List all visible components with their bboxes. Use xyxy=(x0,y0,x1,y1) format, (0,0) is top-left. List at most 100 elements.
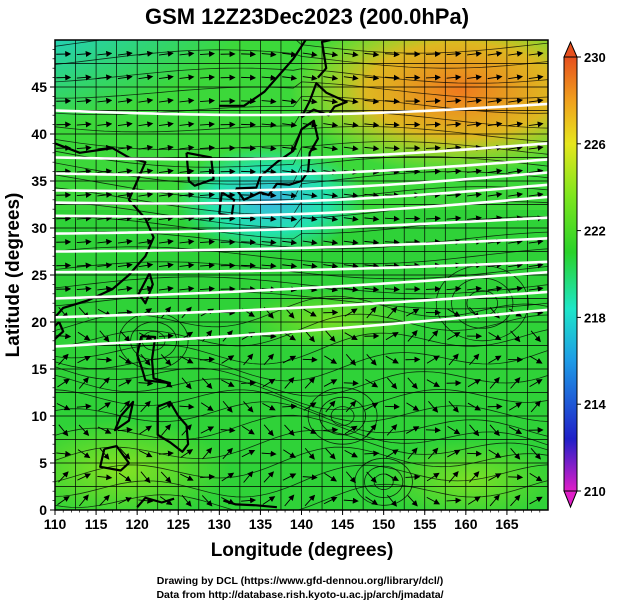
wind-arrow xyxy=(158,121,174,128)
x-tick-label: 145 xyxy=(331,516,355,532)
chart-title: GSM 12Z23Dec2023 (200.0hPa) xyxy=(145,4,469,29)
y-axis-label: Latitude (degrees) xyxy=(3,193,24,358)
wind-arrow xyxy=(282,215,298,222)
streamline xyxy=(55,110,548,133)
wind-arrow xyxy=(528,168,544,175)
wind-arrow xyxy=(179,74,195,81)
wind-arrow xyxy=(343,286,359,293)
wind-arrow xyxy=(508,426,523,434)
wind-arrow xyxy=(343,262,359,269)
wind-arrow xyxy=(263,471,275,483)
wind-arrow xyxy=(202,447,213,460)
wind-arrow xyxy=(345,471,356,484)
wind-arrow xyxy=(179,403,195,410)
wind-arrow xyxy=(302,145,318,152)
wind-arrow xyxy=(446,144,462,151)
wind-arrow xyxy=(221,355,235,364)
coastline xyxy=(136,335,172,385)
wind-arrow xyxy=(324,472,337,482)
wind-arrow xyxy=(261,145,277,152)
wind-arrow xyxy=(158,144,174,151)
wind-arrow xyxy=(160,471,172,483)
wind-arrow xyxy=(386,424,398,436)
wind-arrow xyxy=(384,98,400,105)
wind-arrow xyxy=(467,450,483,457)
wind-arrow xyxy=(117,191,133,198)
wind-arrow xyxy=(529,496,543,505)
wind-arrow xyxy=(199,144,215,151)
wind-arrow xyxy=(221,379,235,387)
wind-arrow xyxy=(528,262,544,269)
wind-arrow xyxy=(97,238,113,245)
wind-arrow xyxy=(243,401,254,413)
wind-arrow xyxy=(446,50,462,57)
wind-arrow xyxy=(282,121,298,128)
x-tick-label: 110 xyxy=(44,516,67,532)
wind-arrow xyxy=(384,262,400,269)
wind-arrow xyxy=(97,215,113,222)
wind-arrow xyxy=(199,238,215,245)
wind-arrow xyxy=(405,473,421,480)
streamline xyxy=(55,429,548,461)
wind-arrow xyxy=(199,121,215,128)
wind-arrow xyxy=(364,51,380,58)
colorbar-min-arrow xyxy=(563,490,578,509)
wind-arrow xyxy=(120,400,130,413)
wind-arrow xyxy=(323,426,339,433)
wind-arrow xyxy=(510,377,521,389)
wind-arrow xyxy=(56,403,71,411)
wind-arrow xyxy=(158,168,174,175)
wind-arrow xyxy=(344,449,358,458)
wind-arrow xyxy=(323,74,339,81)
wind-arrow xyxy=(446,74,462,81)
wind-arrow xyxy=(76,262,92,269)
wind-arrow xyxy=(282,355,297,364)
wind-arrow xyxy=(528,285,544,292)
wind-arrow xyxy=(528,191,544,198)
wind-arrow xyxy=(343,98,359,105)
wind-arrow xyxy=(99,494,110,507)
wind-arrow xyxy=(302,262,318,269)
wind-arrow xyxy=(138,191,154,198)
wind-arrow xyxy=(325,448,336,460)
wind-arrow xyxy=(508,474,524,481)
wind-arrow xyxy=(158,191,174,198)
wind-speed-contour xyxy=(55,237,548,253)
wind-arrow xyxy=(138,238,154,245)
wind-arrow xyxy=(302,239,318,246)
grid xyxy=(55,40,548,510)
y-tick-label: 5 xyxy=(39,455,47,471)
wind-arrow xyxy=(529,355,543,364)
wind-arrow xyxy=(241,449,256,458)
wind-arrow xyxy=(199,356,215,363)
wind-arrow xyxy=(344,425,358,435)
wind-arrow xyxy=(138,121,154,128)
wind-arrow xyxy=(57,495,70,505)
wind-arrow xyxy=(97,74,113,81)
wind-arrow xyxy=(467,378,481,388)
wind-arrow xyxy=(323,121,339,128)
wind-arrow xyxy=(201,495,213,507)
wind-arrow xyxy=(158,332,174,339)
y-axis: 0 5 10 15 20 25 30 35 40 45 xyxy=(31,49,55,518)
wind-arrow xyxy=(426,472,440,482)
y-tick-label: 45 xyxy=(31,79,47,95)
coastline xyxy=(234,119,319,201)
wind-arrow xyxy=(179,191,195,198)
wind-arrow xyxy=(158,262,174,269)
wind-arrow xyxy=(427,447,439,460)
wind-arrow xyxy=(140,471,151,484)
wind-arrow xyxy=(302,51,318,58)
wind-arrow xyxy=(467,191,482,198)
wind-arrow xyxy=(508,168,524,175)
wind-arrow xyxy=(343,51,359,58)
wind-arrow xyxy=(263,424,274,437)
wind-arrow xyxy=(425,145,441,152)
x-tick-label: 155 xyxy=(413,516,437,532)
wind-arrow xyxy=(467,121,482,128)
wind-arrow xyxy=(510,330,521,343)
y-tick-label: 25 xyxy=(31,267,47,283)
streamline xyxy=(55,480,548,510)
wind-arrow xyxy=(304,377,316,389)
wind-arrow xyxy=(199,50,215,57)
